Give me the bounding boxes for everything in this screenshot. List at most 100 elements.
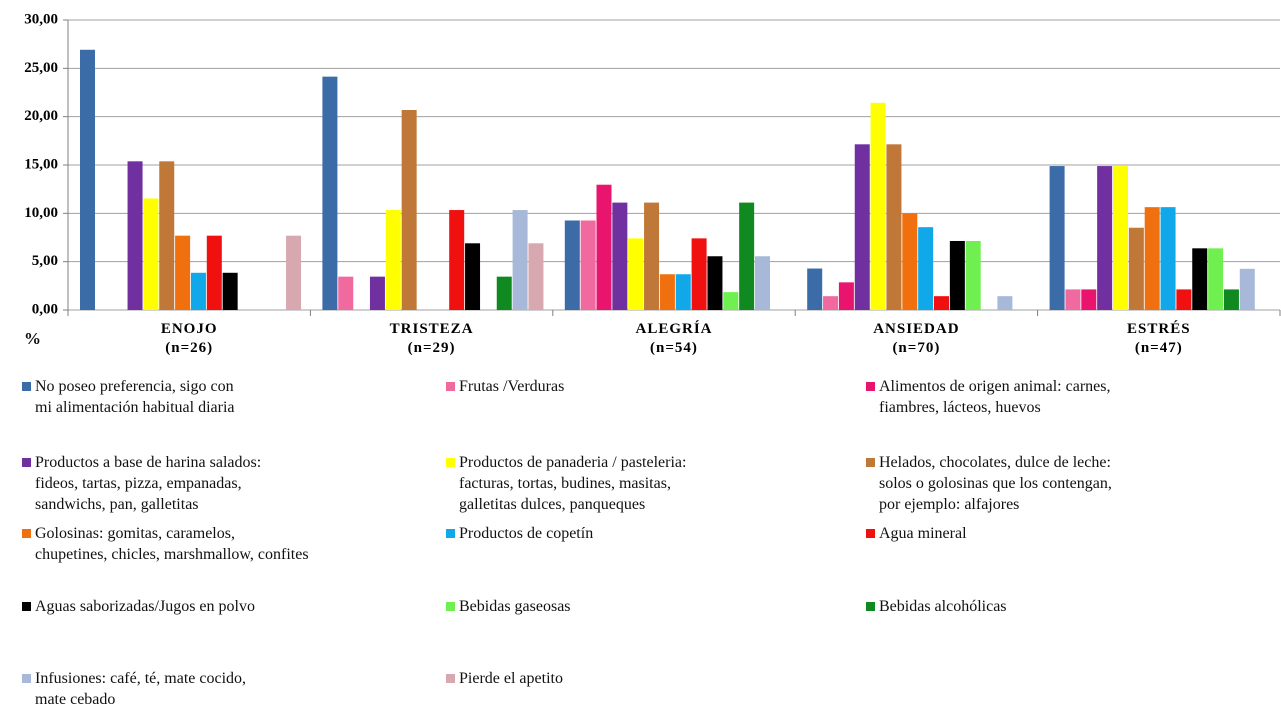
bar [838,282,854,310]
bar [512,210,528,310]
x-tick-label: ENOJO (n=26) [160,321,218,356]
bar [1113,166,1128,310]
y-tick-label: 5,00 [32,253,58,269]
bar [564,220,580,310]
legend-label: Aguas saborizadas/Jugos en polvo [35,598,255,615]
bar [143,198,159,310]
bar [755,256,770,310]
legend-label: Pierde el apetito [459,670,563,687]
bar [596,184,612,310]
legend-swatch [22,529,31,538]
legend-swatch [22,458,31,467]
bar [823,296,839,310]
bar [628,238,644,310]
legend-label: Infusiones: café, té, mate cocido, mate … [35,670,247,708]
legend-label: Bebidas alcohólicas [879,598,1007,615]
legend-swatch [446,602,455,611]
bar [707,256,723,310]
legend-swatch [22,382,31,391]
legend-label: No poseo preferencia, sigo con mi alimen… [35,378,235,416]
bar [1081,289,1097,310]
legend-swatch [866,458,875,467]
bar [965,240,981,310]
bar [222,272,238,310]
bar [870,102,886,311]
y-tick-label: 20,00 [24,108,58,124]
legend-label: Golosinas: gomitas, caramelos, chupetine… [35,525,309,563]
bar [190,272,206,310]
legend-swatch [446,382,455,391]
bar [949,240,965,310]
bar [449,210,465,310]
legend-swatch [446,458,455,467]
bar [934,296,949,310]
bar [159,161,175,310]
bar [528,243,544,310]
bar [369,276,385,310]
legend-swatch [866,602,875,611]
bar [902,213,918,310]
bar [1176,289,1192,310]
y-tick-label: 10,00 [24,205,58,221]
bar [644,202,660,310]
bar [385,210,401,310]
bar [918,227,934,310]
bar [886,144,902,310]
legend-label: Frutas /Verduras [459,378,565,395]
bar [206,235,222,310]
bar [1223,289,1239,310]
bar [465,243,481,310]
bar [1097,166,1113,310]
legend-label: Alimentos de origen animal: carnes, fiam… [879,378,1111,416]
bar [496,276,512,310]
bar [739,202,755,310]
bar [80,49,95,310]
legend-swatch [446,674,455,683]
legend-label: Helados, chocolates, dulce de leche: sol… [879,454,1112,513]
bar [691,238,707,310]
legend-label: Productos a base de harina salados: fide… [35,454,262,513]
legend-swatch [22,674,31,683]
bar [1144,207,1160,310]
bar [338,276,354,310]
bar [807,268,823,310]
bar [401,109,417,310]
x-tick-label: TRISTEZA (n=29) [389,321,474,356]
legend-label: Agua mineral [879,525,967,542]
bar [723,292,739,310]
y-tick-label: 15,00 [24,156,58,172]
legend-label: Bebidas gaseosas [459,598,571,615]
x-tick-label: ESTRÉS (n=47) [1127,321,1191,356]
bar [612,202,628,310]
bar [286,235,302,310]
legend-label: Productos de copetín [459,525,594,542]
bar [1128,227,1144,310]
y-tick-label: 30,00 [24,11,58,27]
bar [1239,268,1255,310]
legend-swatch [22,602,31,611]
legend-swatch [866,529,875,538]
bar [127,161,143,310]
bar [1160,207,1176,310]
bar [659,274,675,310]
y-axis-label: % [24,329,41,348]
bar [675,274,691,310]
bar [580,220,596,310]
bar [322,76,338,310]
bar [1192,248,1208,310]
legend-swatch [866,382,875,391]
x-tick-label: ANSIEDAD (n=70) [873,321,960,356]
bar [1049,166,1065,310]
bar [1065,289,1081,310]
x-tick-label: ALEGRÍA (n=54) [635,321,713,356]
y-tick-label: 25,00 [24,60,58,76]
bar [997,296,1013,310]
bar [854,144,870,310]
y-tick-label: 0,00 [32,301,58,317]
legend-label: Productos de panaderia / pasteleria: fac… [459,454,687,513]
legend-swatch [446,529,455,538]
bar [1208,248,1224,310]
bar [175,235,191,310]
